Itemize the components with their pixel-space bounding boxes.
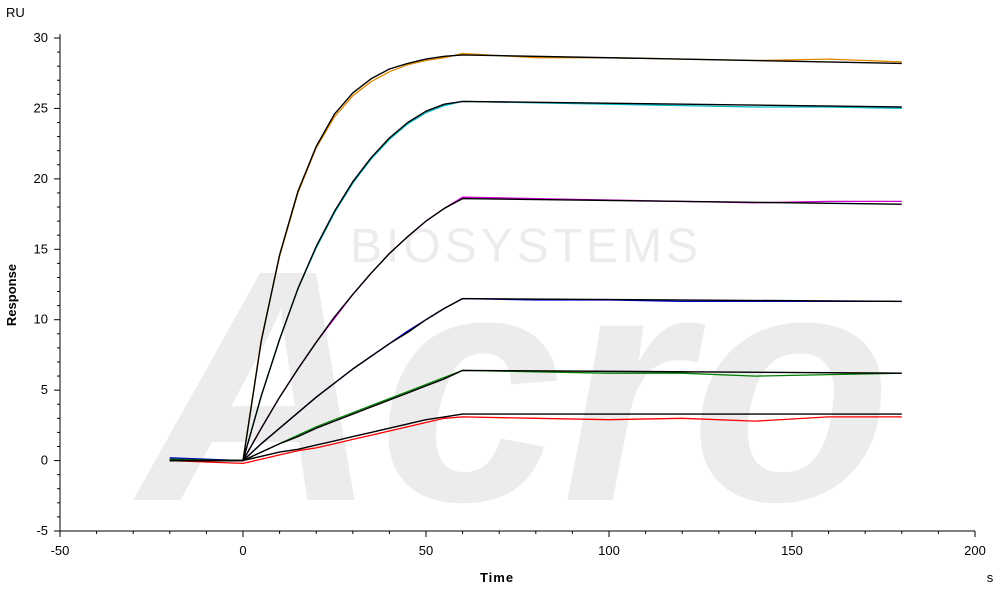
axes-layer xyxy=(59,34,975,532)
x-tick-label: 150 xyxy=(781,543,803,558)
fit-layer xyxy=(169,54,902,462)
y-tick-label: 20 xyxy=(34,171,48,186)
fit-line-6 xyxy=(169,413,902,462)
x-axis-title: Time xyxy=(480,570,514,585)
fit-line-5 xyxy=(169,369,902,462)
watermark: Acro BIOSYSTEMS xyxy=(130,201,892,570)
watermark-brand: BIOSYSTEMS xyxy=(350,220,702,273)
y-unit-label: RU xyxy=(6,5,25,20)
fit-line-3 xyxy=(169,197,902,462)
fit-line-1 xyxy=(169,54,902,462)
x-tick-label: -50 xyxy=(51,543,70,558)
fit-line-4 xyxy=(169,297,902,462)
watermark-logo: Acro xyxy=(130,201,892,570)
y-tick-label: 30 xyxy=(34,30,48,45)
x-tick-label: 50 xyxy=(419,543,433,558)
y-tick-label: 5 xyxy=(41,382,48,397)
y-axis-title: Response xyxy=(4,264,19,326)
y-tick-label: 15 xyxy=(34,241,48,256)
y-tick-label: 10 xyxy=(34,312,48,327)
x-unit-label: s xyxy=(987,570,994,585)
series-line-6 xyxy=(169,416,902,465)
y-tick-label: 0 xyxy=(41,453,48,468)
x-tick-label: 100 xyxy=(598,543,620,558)
y-tick-label: -5 xyxy=(36,523,48,538)
y-tick-label: 25 xyxy=(34,100,48,115)
x-tick-label: 0 xyxy=(239,543,246,558)
fit-line-2 xyxy=(169,100,902,462)
x-tick-label: 200 xyxy=(964,543,986,558)
